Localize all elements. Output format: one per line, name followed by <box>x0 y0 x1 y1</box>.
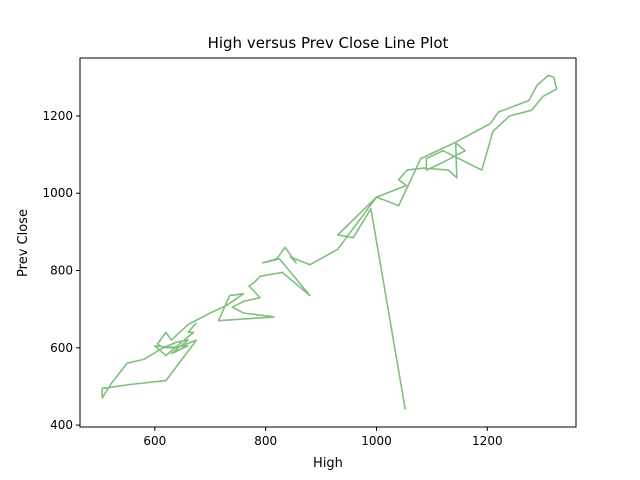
y-tick-label: 1200 <box>42 109 73 123</box>
plot-area <box>101 74 558 410</box>
y-tick-label: 800 <box>50 264 73 278</box>
x-axis-label: High <box>313 456 343 471</box>
y-tick-label: 600 <box>50 341 73 355</box>
y-axis: 400 600 800 1000 1200 <box>42 109 80 432</box>
axes-frame <box>79 57 577 428</box>
series-line-0 <box>101 74 558 410</box>
x-tick-label: 600 <box>143 434 166 448</box>
x-axis: 600 800 1000 1200 <box>143 427 503 448</box>
x-tick-label: 800 <box>254 434 277 448</box>
y-tick-label: 400 <box>50 418 73 432</box>
y-axis-label: Prev Close <box>16 209 31 277</box>
x-tick-label: 1000 <box>361 434 392 448</box>
y-tick-label: 1000 <box>42 186 73 200</box>
x-tick-label: 1200 <box>472 434 503 448</box>
chart-title: High versus Prev Close Line Plot <box>208 34 449 52</box>
